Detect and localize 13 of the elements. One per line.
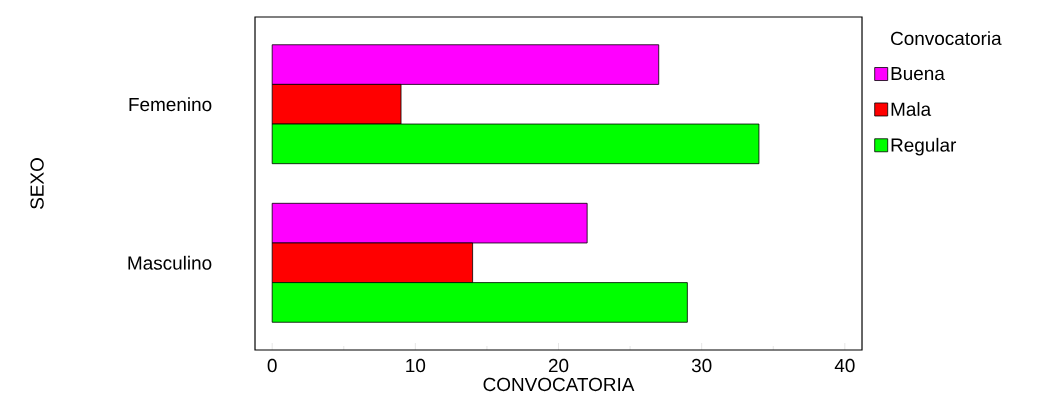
legend-title: Convocatoria [891,31,1002,46]
x-axis-title: CONVOCATORIA [483,377,635,392]
y-axis-title: SEXO [30,158,44,209]
x-tick-label: 40 [834,358,855,373]
legend-label: Mala [891,102,932,116]
x-tick-label: 20 [548,358,569,373]
y-tick-label: Femenino [129,97,212,112]
legend-label: Regular [891,137,957,156]
x-tick-label: 10 [406,358,426,373]
x-tick-label: 0 [267,358,277,373]
x-tick-label: 30 [691,358,712,373]
y-tick-label: Masculino [128,255,212,270]
legend-label: Buena [891,66,945,81]
